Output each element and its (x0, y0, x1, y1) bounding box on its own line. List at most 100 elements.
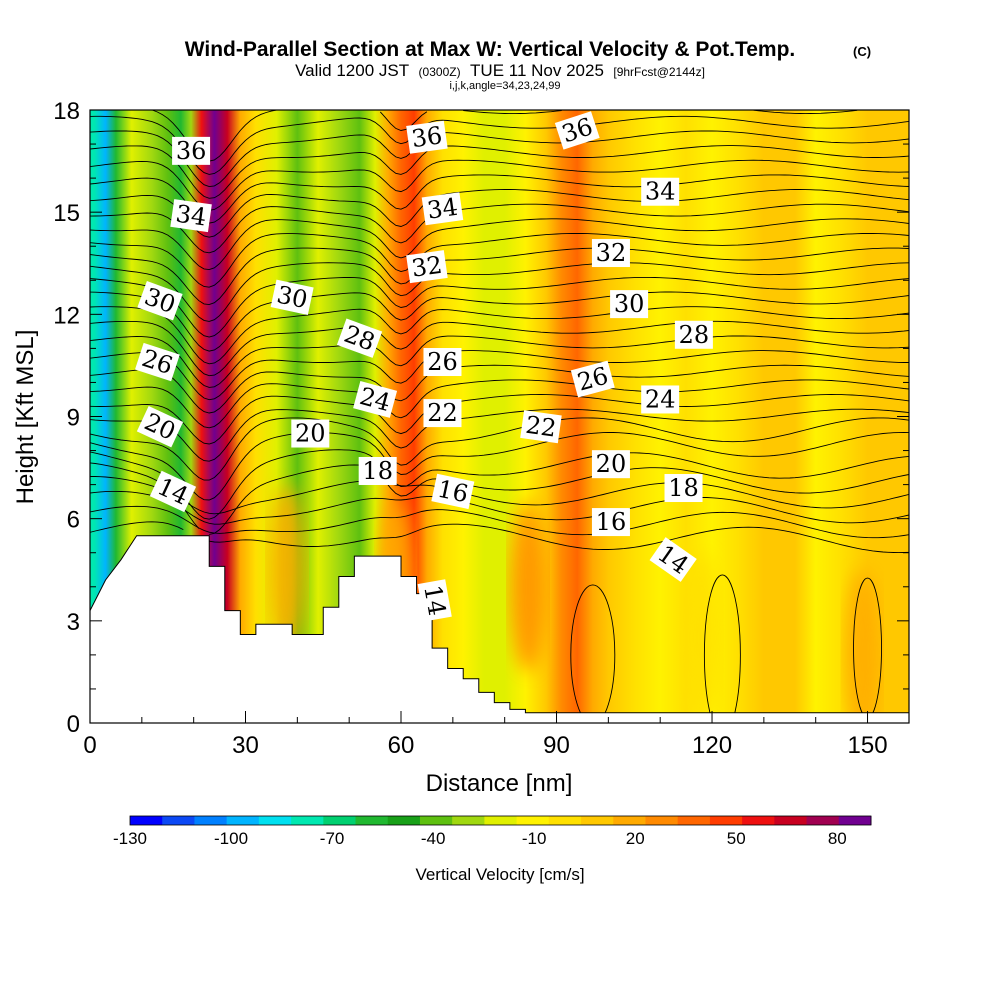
y-tick-label: 3 (67, 609, 80, 636)
potential-temperature-contours (90, 110, 909, 723)
isentrope-line (90, 320, 909, 377)
y-tick-label: 9 (67, 405, 80, 432)
isentrope-line (90, 306, 909, 365)
colorbar-swatch (130, 816, 163, 825)
x-tick-label: 90 (543, 732, 570, 759)
colorbar-swatch (387, 816, 421, 825)
isentrope-label: 20 (291, 419, 330, 448)
isentrope-label-text: 34 (645, 178, 676, 206)
colorbar-swatch (581, 816, 614, 825)
isentrope-label-text: 36 (176, 137, 207, 165)
potential-temperature-labels: 3634302620143028242018143634322622162236… (134, 111, 713, 622)
velocity-blob (683, 552, 720, 723)
isentrope-label-text: 30 (274, 280, 310, 314)
isentrope-line (90, 130, 909, 188)
isentrope-line (90, 408, 909, 462)
isentrope-label-text: 34 (174, 200, 208, 232)
isentrope-label-text: 16 (596, 508, 627, 536)
isentrope-line (152, 110, 858, 162)
colorbar-frame (129, 815, 872, 826)
isentrope-label: 18 (358, 456, 397, 485)
isentrope-label-text: 14 (418, 583, 451, 618)
subtitle-utc: (0300Z) (419, 65, 461, 79)
colorbar-swatch (355, 816, 389, 825)
isentrope-label: 34 (641, 177, 680, 206)
colorbar-swatch (709, 816, 743, 825)
isentrope-line (90, 364, 909, 414)
isentrope-line (90, 521, 909, 554)
isentrope-label: 36 (172, 136, 211, 165)
isentrope-label: 30 (610, 290, 649, 319)
isentrope-label-text: 32 (596, 239, 627, 267)
colorbar-label: Vertical Velocity [cm/s] (415, 865, 584, 884)
isentrope-label-text: 26 (427, 348, 458, 376)
y-tick-label: 0 (67, 711, 80, 738)
low-level-contour (570, 584, 616, 723)
chart-subtitle: Valid 1200 JST (0300Z) TUE 11 Nov 2025 [… (295, 61, 705, 80)
isentrope-label-text: 30 (614, 290, 645, 318)
colorbar-swatch (226, 816, 260, 825)
chart-title-mark: (C) (853, 44, 871, 59)
isentrope-label: 30 (137, 281, 183, 321)
isentrope-label: 14 (417, 579, 452, 622)
isentrope-line (90, 505, 909, 539)
colorbar-tick-label: 20 (626, 829, 645, 848)
chart-subtitle-indices: i,j,k,angle=34,23,24,99 (449, 80, 560, 92)
colorbar-swatch (806, 816, 840, 825)
chart-title: Wind-Parallel Section at Max W: Vertical… (185, 38, 796, 61)
y-tick-label: 12 (53, 302, 80, 329)
x-tick-label: 150 (848, 732, 888, 759)
isentrope-line (90, 247, 909, 306)
colorbar-swatch (742, 816, 775, 825)
isentrope-label: 28 (674, 320, 713, 349)
isentrope-line (90, 203, 909, 254)
isentrope-line (90, 394, 909, 445)
y-tick-label: 6 (67, 507, 80, 534)
colorbar-swatch (548, 816, 582, 825)
isentrope-line (90, 159, 909, 211)
isentrope-label: 24 (641, 385, 680, 414)
colorbar-swatch (838, 816, 872, 825)
colorbar-tick-label: -100 (214, 829, 248, 848)
isentrope-label: 16 (431, 473, 475, 510)
isentrope-label-text: 22 (427, 399, 458, 427)
plot-area: 3634302620143028242018143634322622162236… (90, 110, 909, 723)
isentrope-label: 32 (591, 239, 630, 268)
isentrope-line (90, 449, 909, 520)
isentrope-label: 36 (406, 120, 448, 154)
colorbar-tick-label: -70 (320, 829, 345, 848)
isentrope-line (90, 432, 909, 501)
x-tick-label: 30 (232, 732, 259, 759)
velocity-blob (268, 484, 305, 655)
low-level-contour (703, 574, 741, 723)
subtitle-fcst: [9hrFcst@2144z] (613, 65, 705, 79)
isentrope-label-text: 32 (410, 251, 444, 283)
isentrope-label-text: 18 (362, 457, 393, 485)
isentrope-line (90, 276, 909, 338)
colorbar-swatch (258, 816, 292, 825)
colorbar-swatch (419, 816, 453, 825)
colorbar-swatch (323, 816, 357, 825)
isentrope-line (90, 174, 909, 224)
colorbar-swatch (645, 816, 679, 825)
y-tick-label: 15 (53, 200, 80, 227)
isentrope-label-text: 18 (668, 474, 699, 502)
isentrope-label-text: 20 (295, 420, 326, 448)
isentrope-label-text: 28 (679, 321, 710, 349)
isentrope-label: 30 (270, 279, 314, 315)
isentrope-line (90, 379, 909, 429)
isentrope-label: 34 (170, 199, 212, 233)
subtitle-valid: Valid 1200 JST (295, 61, 409, 80)
colorbar-swatch (774, 816, 808, 825)
isentrope-label: 16 (591, 508, 630, 537)
x-axis-label: Distance [nm] (426, 770, 573, 797)
isentrope-line (90, 417, 909, 481)
colorbar-swatch (291, 816, 324, 825)
isentrope-line (90, 291, 909, 352)
x-tick-label: 0 (83, 732, 96, 759)
colorbar-swatch (484, 816, 518, 825)
velocity-blob (510, 501, 547, 672)
colorbar-swatch (194, 816, 228, 825)
isentrope-line (90, 476, 909, 515)
